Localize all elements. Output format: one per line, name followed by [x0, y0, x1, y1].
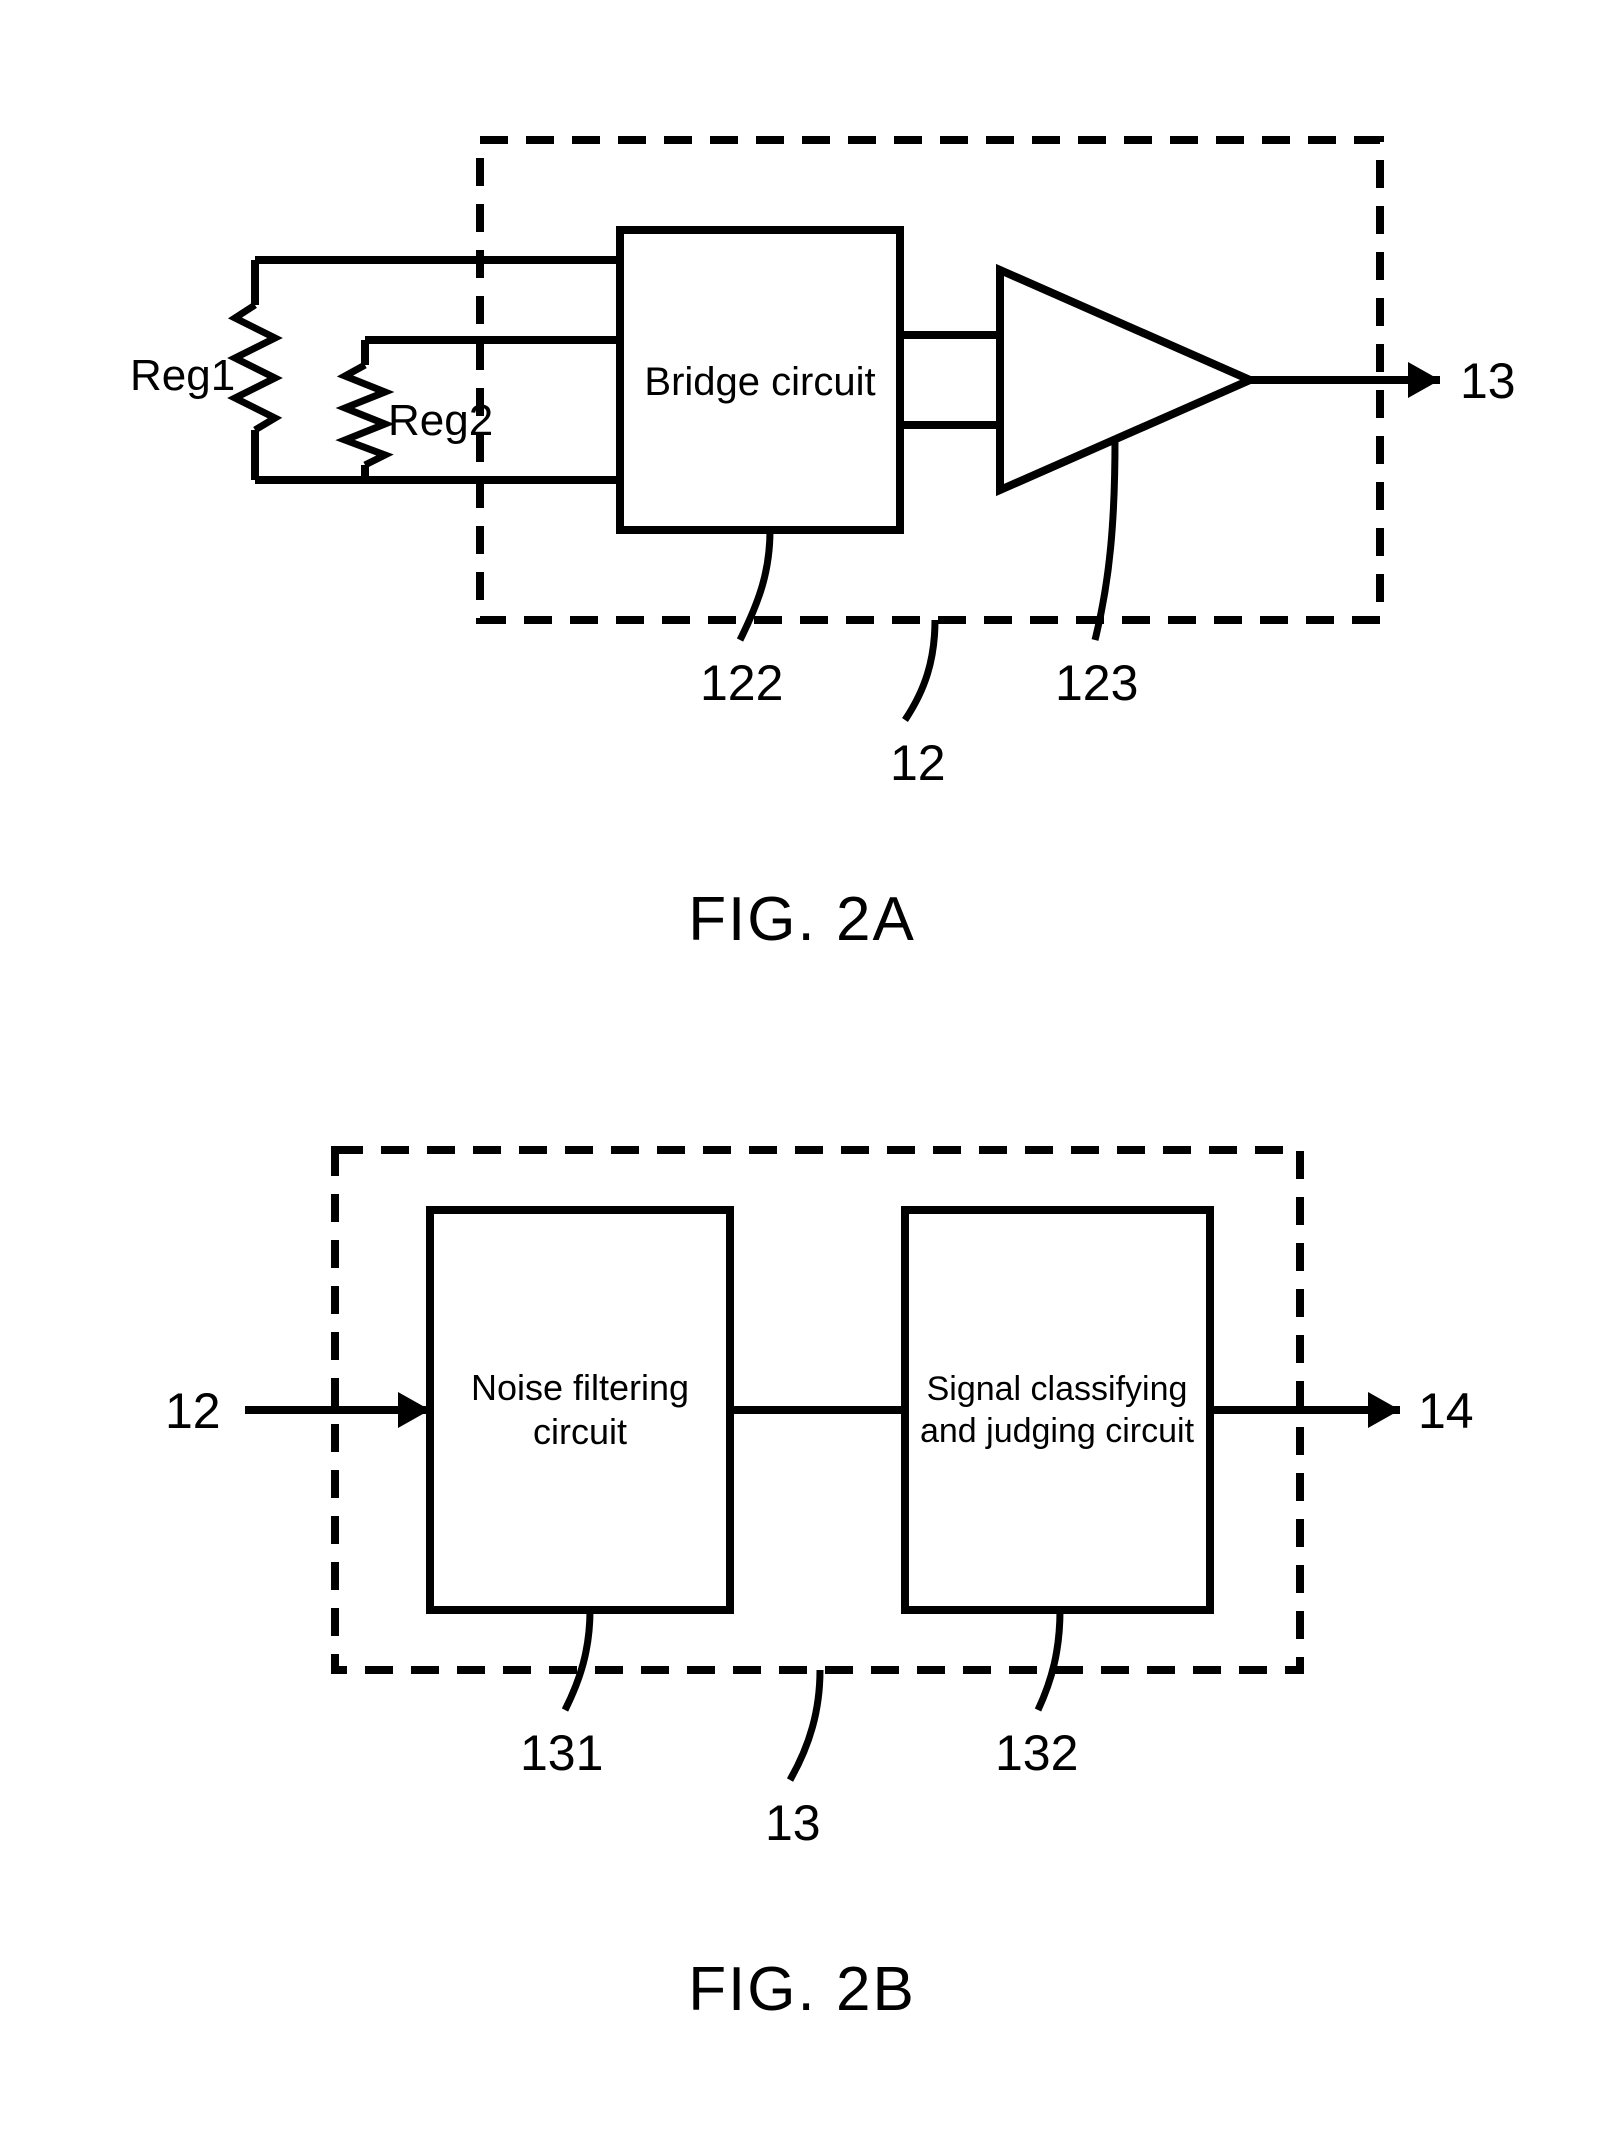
reg1-label: Reg1 [130, 351, 235, 400]
amplifier-icon [1000, 270, 1250, 490]
amp-ref: 123 [1055, 655, 1138, 711]
noise-filter-leader [565, 1610, 590, 1710]
fig2b-container-leader [790, 1670, 820, 1780]
noise-filter-ref: 131 [520, 1725, 603, 1781]
reg1-resistor-icon [235, 305, 275, 430]
reg2-resistor-icon [345, 365, 385, 465]
bridge-label: Bridge circuit [644, 360, 875, 404]
fig2a-container-ref: 12 [890, 735, 946, 791]
signal-classify-ref: 132 [995, 1725, 1078, 1781]
fig2b-container-ref: 13 [765, 1795, 821, 1851]
bridge-ref: 122 [700, 655, 783, 711]
amp-output-arrowhead [1408, 362, 1440, 398]
signal-classify-label-line1: Signal classifying [927, 1370, 1188, 1408]
figure-2a: 12 Bridge circuit 122 123 13 Reg1 [130, 140, 1516, 954]
figure-2b: 13 Noise filtering circuit 131 Signal cl… [165, 1150, 1474, 2024]
signal-classify-label-line2: and judging circuit [920, 1412, 1195, 1450]
noise-filter-label-line1: Noise filtering [471, 1367, 689, 1408]
fig2b-input-arrowhead [398, 1392, 430, 1428]
signal-classify-leader [1038, 1610, 1060, 1710]
fig2b-caption: FIG. 2B [688, 1955, 916, 2024]
amp-leader [1095, 440, 1115, 640]
noise-filter-block [430, 1210, 730, 1610]
fig2b-input-ref: 12 [165, 1383, 221, 1439]
noise-filter-label-line2: circuit [533, 1411, 627, 1452]
reg2-label: Reg2 [388, 396, 493, 445]
fig2a-container-leader [905, 620, 935, 720]
fig2b-output-ref: 14 [1418, 1383, 1474, 1439]
fig2a-caption: FIG. 2A [688, 885, 916, 954]
fig2a-output-ref: 13 [1460, 353, 1516, 409]
diagrams-svg: 12 Bridge circuit 122 123 13 Reg1 [0, 0, 1605, 2148]
fig2b-output-arrowhead [1368, 1392, 1400, 1428]
page-root: 12 Bridge circuit 122 123 13 Reg1 [0, 0, 1605, 2148]
signal-classify-block [905, 1210, 1210, 1610]
